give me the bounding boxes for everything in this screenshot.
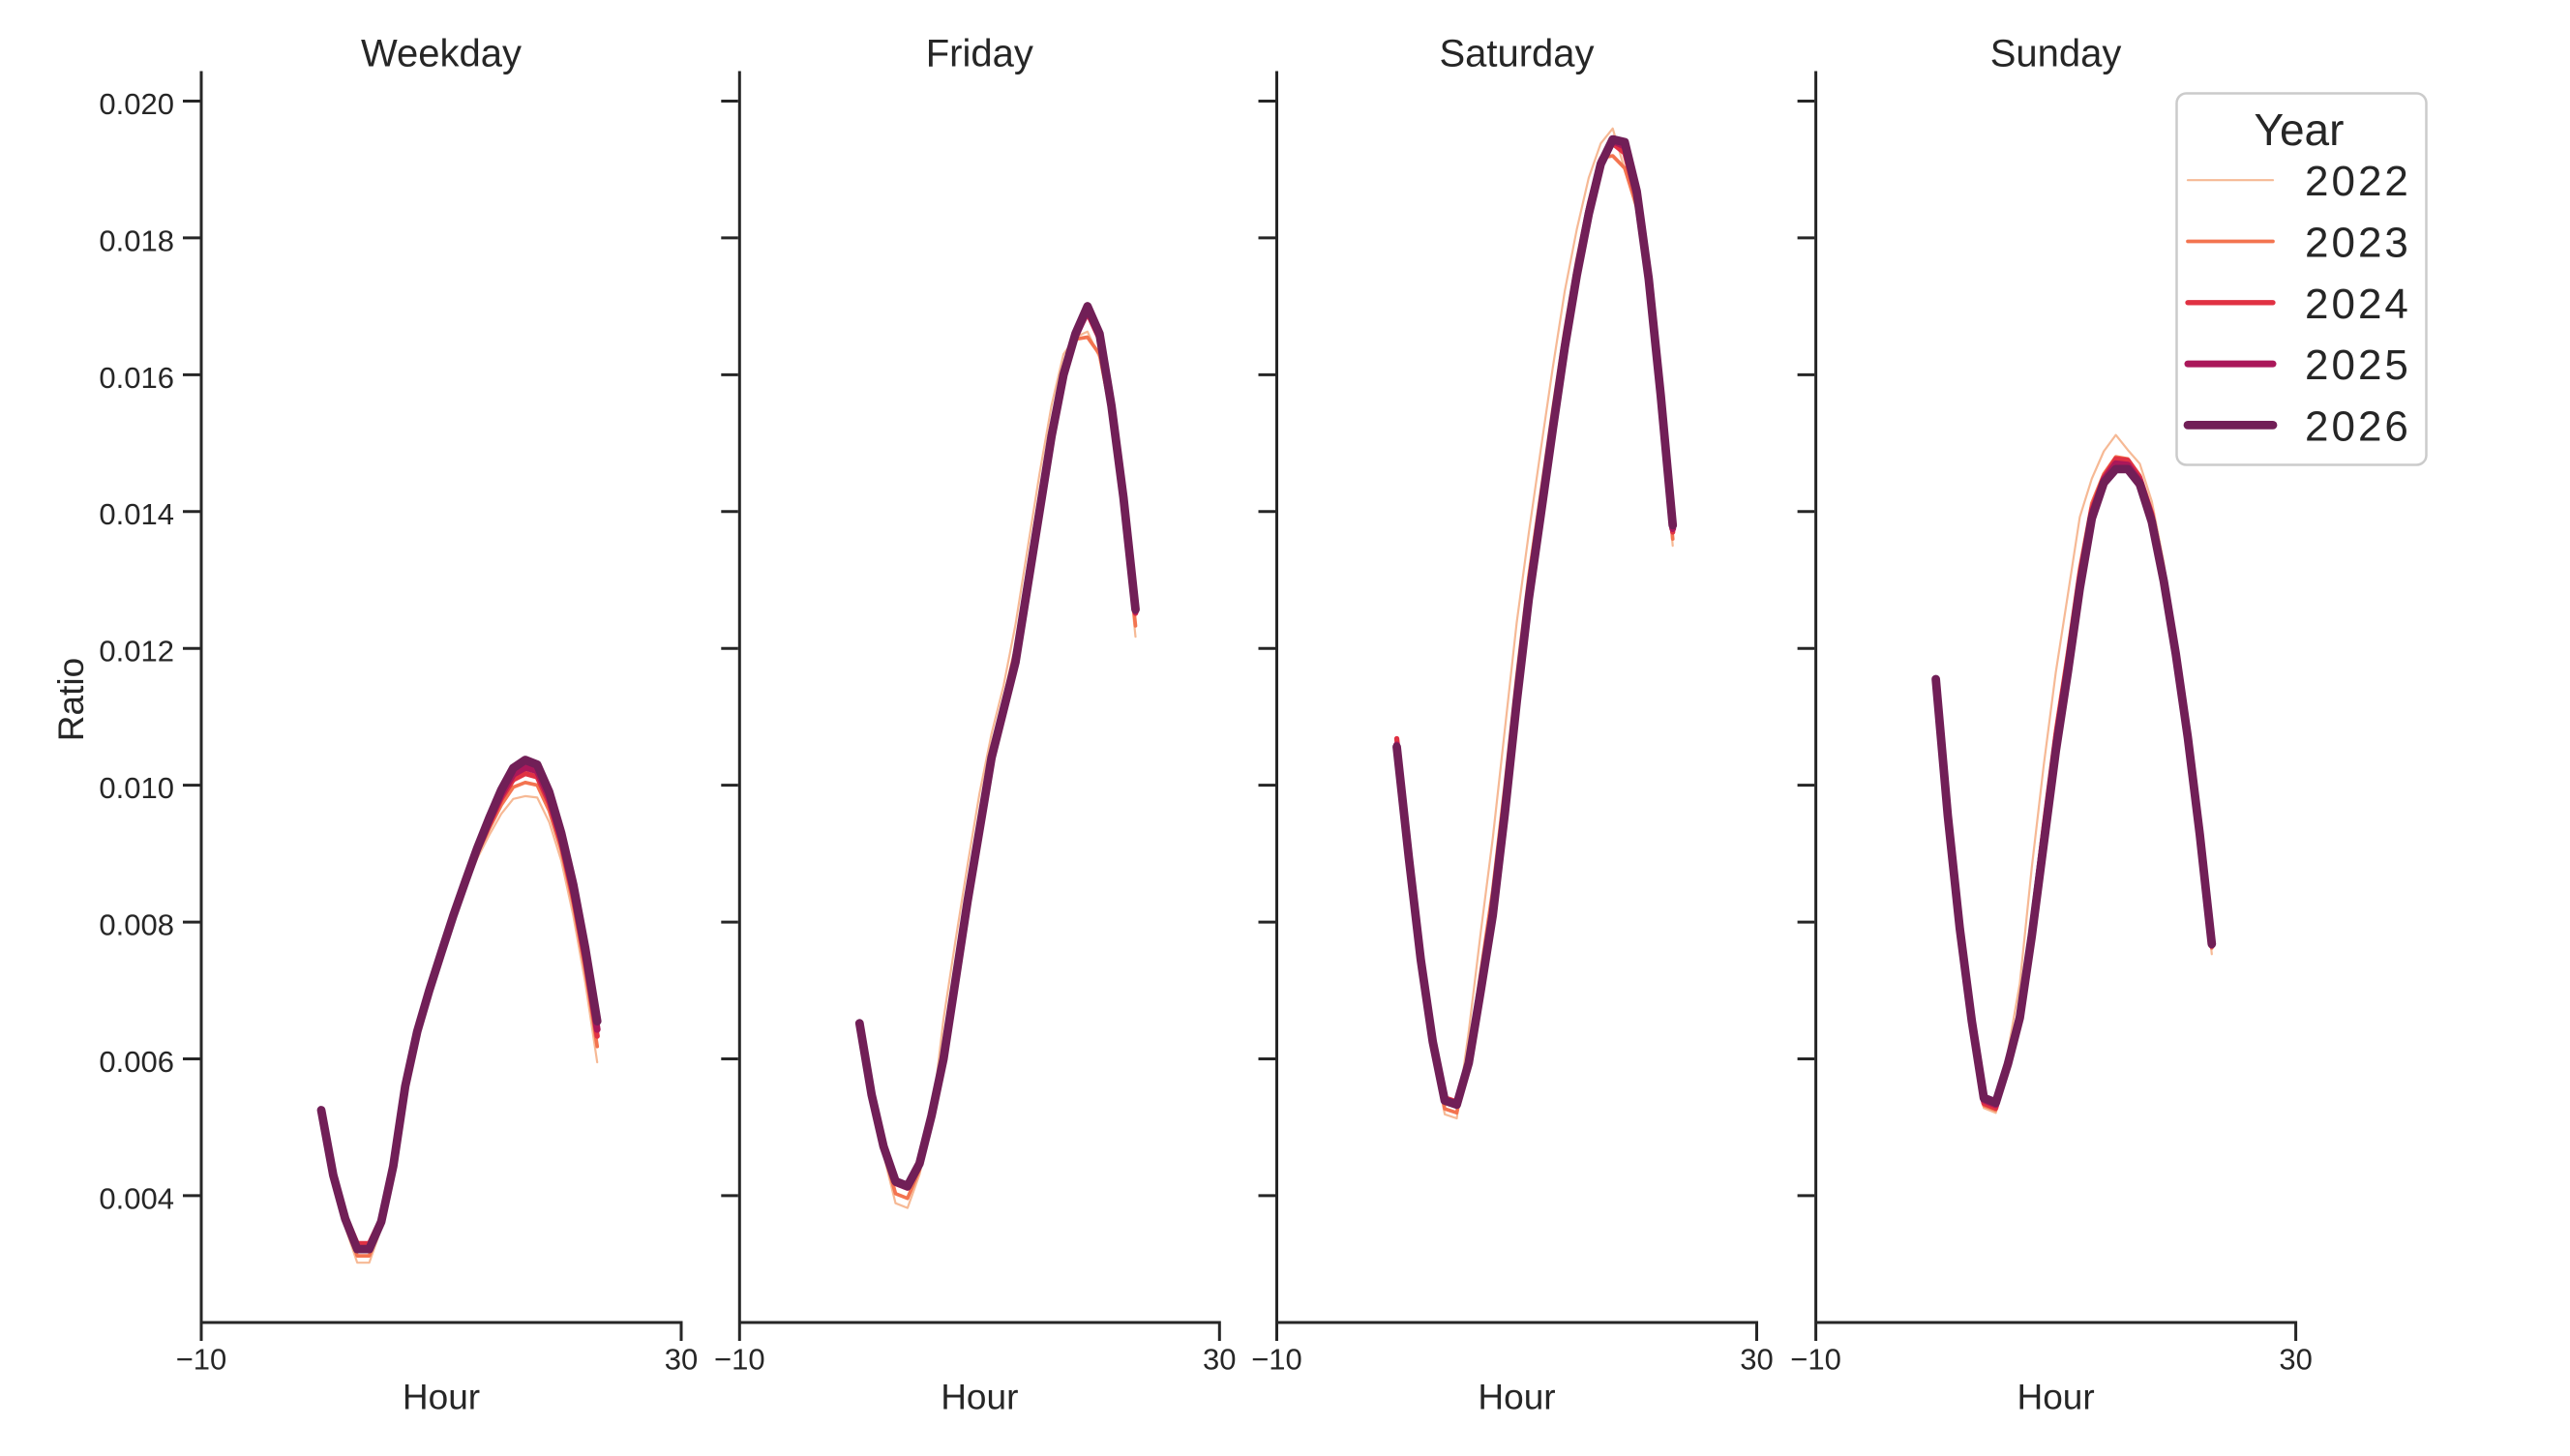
svg-text:0.006: 0.006 [99,1045,174,1079]
svg-text:Hour: Hour [1478,1378,1555,1417]
svg-text:0.008: 0.008 [99,908,174,942]
svg-text:30: 30 [1740,1343,1773,1377]
svg-text:−10: −10 [1251,1343,1302,1377]
svg-text:0.010: 0.010 [99,771,174,805]
svg-text:Friday: Friday [926,33,1033,75]
svg-text:−10: −10 [1790,1343,1841,1377]
svg-text:2026: 2026 [2305,402,2411,450]
svg-text:30: 30 [2279,1343,2312,1377]
svg-text:Hour: Hour [941,1378,1018,1417]
svg-text:0.016: 0.016 [99,361,174,395]
svg-text:0.014: 0.014 [99,497,174,531]
svg-text:Weekday: Weekday [361,33,522,75]
svg-text:0.020: 0.020 [99,87,174,121]
svg-text:30: 30 [665,1343,698,1377]
svg-text:Year: Year [2255,104,2345,155]
svg-text:0.018: 0.018 [99,223,174,257]
svg-text:Sunday: Sunday [1990,33,2122,75]
svg-text:2023: 2023 [2305,220,2411,267]
svg-text:−10: −10 [714,1343,765,1377]
svg-text:0.004: 0.004 [99,1181,174,1215]
svg-text:Hour: Hour [403,1378,480,1417]
svg-text:30: 30 [1203,1343,1236,1377]
svg-text:2022: 2022 [2305,158,2411,205]
svg-text:Saturday: Saturday [1439,33,1594,75]
svg-text:Hour: Hour [2017,1378,2094,1417]
svg-text:0.012: 0.012 [99,635,174,669]
svg-text:−10: −10 [176,1343,227,1377]
svg-text:2025: 2025 [2305,342,2411,389]
svg-text:2024: 2024 [2305,281,2411,328]
svg-text:Ratio: Ratio [51,658,91,741]
